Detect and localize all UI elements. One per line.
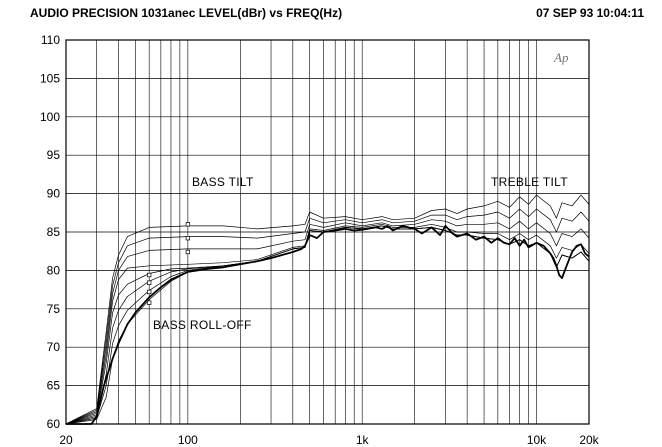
y-tick-label: 70	[47, 340, 61, 354]
x-tick-label: 20k	[579, 433, 599, 447]
x-tick-label: 20	[59, 433, 73, 447]
series-line	[65, 225, 590, 425]
annotation-bass-roll-off: BASS ROLL-OFF	[153, 318, 252, 332]
curves	[65, 194, 590, 425]
y-tick-label: 60	[47, 417, 61, 431]
curve-marker	[147, 300, 152, 305]
y-tick-label: 90	[47, 187, 61, 201]
y-tick-label: 105	[40, 71, 60, 85]
series-line	[65, 225, 590, 425]
axes: 110 105 100 95 90 85 80 75 70 65 60 20 100 1k 10k 20k	[40, 33, 600, 447]
y-tick-label: 85	[47, 225, 61, 239]
ap-logo: Ap	[553, 50, 569, 65]
curve-marker	[147, 289, 152, 295]
curve-marker	[185, 235, 191, 241]
plot-frame	[65, 39, 590, 425]
curve-marker	[147, 272, 152, 278]
series-line	[65, 223, 590, 425]
series-line	[65, 225, 590, 425]
markers	[147, 222, 191, 305]
y-tick-label: 110	[41, 33, 60, 47]
y-tick-label: 100	[40, 110, 60, 124]
curve-marker	[185, 222, 191, 227]
annotation-bass-tilt: BASS TILT	[192, 175, 254, 189]
curve-marker	[185, 249, 191, 255]
annotation-treble-tilt: TREBLE TILT	[491, 175, 568, 189]
x-tick-label: 10k	[527, 433, 547, 447]
x-tick-label: 1k	[356, 433, 370, 447]
x-tick-label: 100	[178, 433, 198, 447]
y-tick-label: 75	[47, 302, 61, 316]
series-line	[65, 219, 590, 425]
y-tick-label: 65	[47, 379, 61, 393]
y-tick-label: 80	[47, 263, 61, 277]
series-line	[65, 225, 590, 425]
chart-title: AUDIO PRECISION 1031anec LEVEL(dBr) vs F…	[30, 6, 343, 20]
timestamp: 07 SEP 93 10:04:11	[536, 6, 644, 20]
y-tick-label: 95	[47, 148, 61, 162]
series-line	[65, 194, 590, 425]
series-line-bold	[66, 225, 590, 425]
curve-marker	[147, 280, 152, 285]
series-line	[65, 208, 590, 425]
grid	[65, 39, 590, 425]
